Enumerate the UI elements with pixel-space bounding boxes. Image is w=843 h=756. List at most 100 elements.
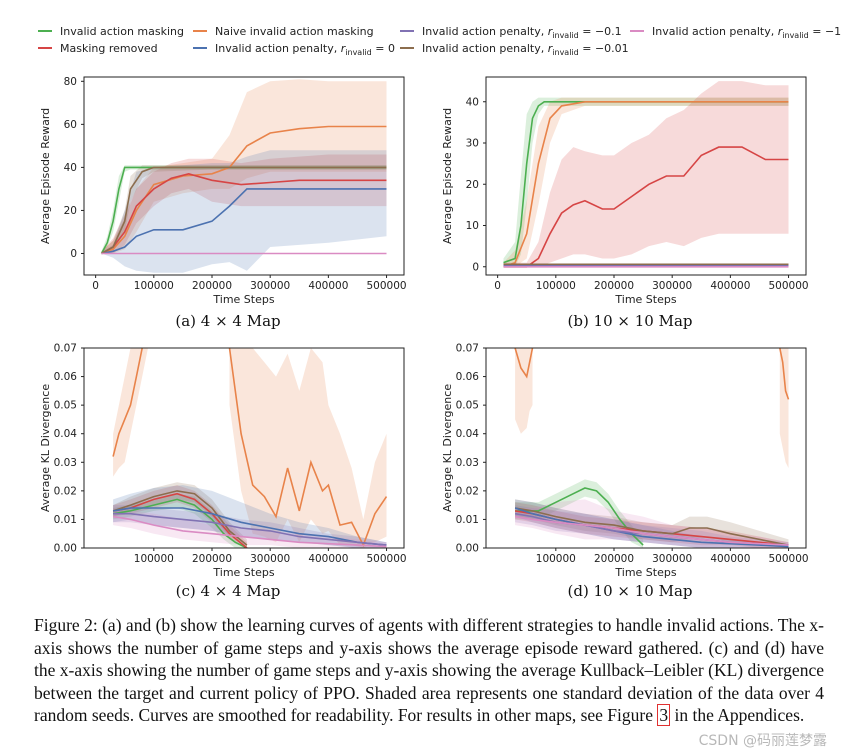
y-tick-label: 0.06 [456,371,480,383]
series-line-invalid-action-masking-2 [515,487,644,546]
caption-text-end: in the Appendices. [670,705,805,726]
x-axis-label: Time Steps [614,566,676,579]
series-line-invalid-action-penalty-r-invalid-1-7 [112,515,387,548]
watermark: CSDN @码丽莲梦露 [698,733,827,749]
y-tick-label: 0.02 [456,485,479,497]
series-line-invalid-action-penalty-r-invalid-0-01-4 [112,490,248,546]
x-tick-label: 400000 [710,553,750,565]
chart-panel-b: 0 100000 200000 300000 400000 500000 0 10 20 30 40… [441,76,809,330]
series-line-masking-removed-2 [503,146,789,268]
figure-reference-link[interactable]: 3 [657,704,671,727]
legend: Invalid action masking Masking removed N… [38,25,841,57]
x-tick-label: 500000 [366,553,406,565]
y-tick-label: 0.02 [54,485,77,497]
legend-label-pen001: Invalid action penalty, rinvalid = −0.01 [422,42,629,57]
y-tick-label: 40 [64,162,77,174]
x-tick-label: 300000 [652,280,692,292]
series-line-invalid-action-penalty-r-invalid-0-3 [101,188,387,255]
x-tick-label: 400000 [308,280,348,292]
y-axis-label: Average Episode Reward [39,108,52,244]
legend-label-pen1: Invalid action penalty, rinvalid = −1 [652,25,841,40]
x-tick-label: 400000 [710,280,750,292]
axes-frame [83,76,405,276]
series-line-invalid-action-penalty-r-invalid-0-1-6 [113,512,387,546]
chart-panel-a: 0 100000 200000 300000 400000 500000 0 20 40 60 80… [39,76,407,330]
x-tick-label: 0 [494,280,501,292]
band-naive-invalid-action-masking-1 [101,79,387,254]
y-tick-label: 10 [466,220,479,232]
y-tick-label: 0.04 [54,428,78,440]
x-tick-label: 200000 [594,553,634,565]
band-invalid-action-penalty-r-invalid-1-7 [515,499,789,548]
legend-label-removed: Masking removed [60,42,158,55]
y-tick-label: 0.07 [456,343,479,355]
band-naive-invalid-action-masking-1 [229,348,387,548]
band-naive-invalid-action-masking-0 [113,348,148,477]
y-axis-label: Average KL Divergence [441,384,454,512]
chart-panel-d: 100000 200000 300000 400000 500000 0.00 0.01 0.… [441,343,809,601]
y-tick-label: 0 [70,248,77,260]
x-axis-label: Time Steps [212,293,274,306]
series-line-invalid-action-penalty-r-invalid-1-7 [514,515,789,546]
x-tick-label: 500000 [366,280,406,292]
legend-label-pen01: Invalid action penalty, rinvalid = −0.1 [422,25,622,40]
subfigure-caption: (d) 10 × 10 Map [567,582,692,600]
x-tick-label: 300000 [652,553,692,565]
x-tick-label: 300000 [250,280,290,292]
x-tick-label: 200000 [192,280,232,292]
band-masking-removed-2 [503,81,789,267]
y-tick-label: 80 [64,76,77,88]
y-tick-label: 0.05 [456,400,479,412]
y-tick-label: 30 [466,138,479,150]
subfigure-caption: (a) 4 × 4 Map [175,312,280,330]
y-tick-label: 0.00 [54,543,77,555]
x-tick-label: 200000 [594,280,634,292]
series-line-masking-removed-3 [112,492,248,548]
x-tick-label: 500000 [768,280,808,292]
plot-area [503,81,789,268]
chart-panel-c: 100000 200000 300000 400000 500000 0.00 0.01 0.… [39,343,407,601]
band-naive-invalid-action-masking-0 [515,348,533,434]
y-tick-label: 20 [466,179,479,191]
legend-label-pen0: Invalid action penalty, rinvalid = 0 [215,42,395,57]
y-tick-label: 0.00 [456,543,479,555]
series-line-naive-invalid-action-masking-1 [779,348,790,400]
subfigure-caption: (c) 4 × 4 Map [176,582,281,600]
series-line-masking-removed-2 [101,172,387,255]
band-masking-removed-3 [113,485,247,548]
y-tick-label: 0.03 [456,457,479,469]
band-invalid-action-penalty-r-invalid-0-1-6 [113,505,387,548]
y-tick-label: 0 [472,261,479,273]
figure-caption: Figure 2: (a) and (b) show the learning … [34,614,824,727]
plot-area [514,348,790,548]
band-masking-removed-3 [515,502,789,548]
x-axis-label: Time Steps [212,566,274,579]
band-invalid-action-masking-0 [503,97,789,267]
series-line-invalid-action-penalty-r-invalid-0-01-4 [514,507,789,546]
plot-area [112,348,388,548]
y-tick-label: 0.06 [54,371,78,383]
band-naive-invalid-action-masking-1 [779,348,789,468]
series-line-invalid-action-masking-2 [112,498,248,548]
x-tick-label: 100000 [536,553,576,565]
series-line-invalid-action-penalty-r-invalid-0-5 [112,507,387,546]
y-tick-label: 0.01 [54,514,77,526]
series-line-naive-invalid-action-masking-1 [101,125,387,255]
axes-frame [485,347,807,549]
x-tick-label: 0 [92,280,99,292]
y-axis-label: Average KL Divergence [39,384,52,512]
y-tick-label: 60 [64,119,77,131]
y-tick-label: 0.04 [456,428,480,440]
x-tick-label: 100000 [536,280,576,292]
plot-area [100,79,387,273]
axes-frame [485,76,807,276]
y-tick-label: 0.05 [54,400,77,412]
y-tick-label: 0.01 [456,514,479,526]
x-tick-label: 400000 [308,553,348,565]
x-tick-label: 100000 [134,280,174,292]
y-tick-label: 0.03 [54,457,77,469]
x-tick-label: 100000 [134,553,174,565]
y-tick-label: 40 [466,96,479,108]
y-tick-label: 20 [64,205,77,217]
x-tick-label: 200000 [192,553,232,565]
